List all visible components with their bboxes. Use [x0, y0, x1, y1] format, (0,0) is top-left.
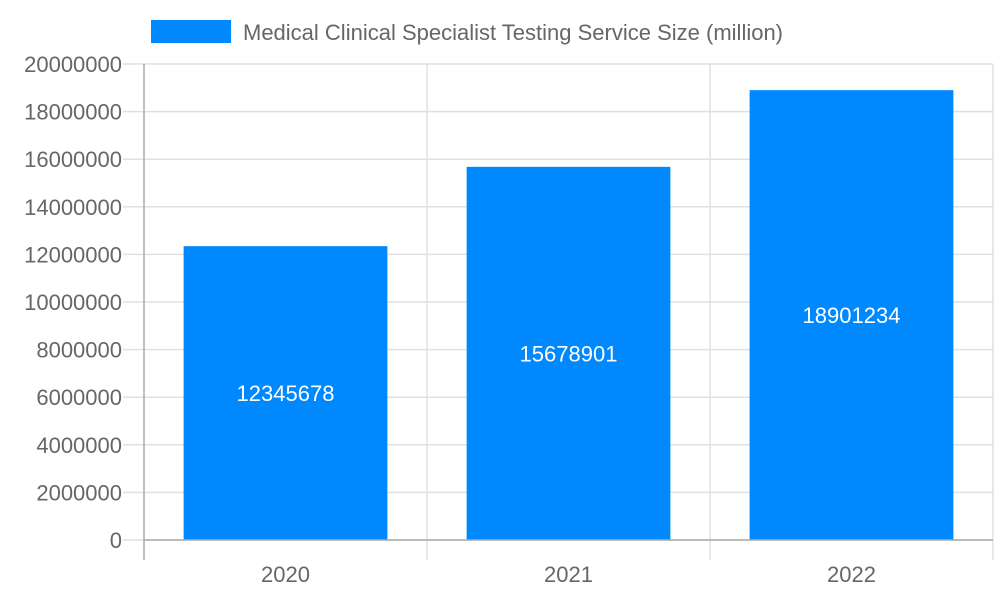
bar-2021 [466, 166, 671, 540]
y-tick-label: 12000000 [24, 242, 122, 267]
x-tick-label: 2020 [261, 562, 310, 587]
y-tick-label: 20000000 [24, 52, 122, 77]
legend-swatch [151, 20, 231, 43]
y-tick-label: 14000000 [24, 195, 122, 220]
data-label: 18901234 [803, 303, 901, 328]
axes: 0 2000000 4000000 6000000 8000000 10000000 120… [24, 52, 993, 587]
x-tick-label: 2022 [827, 562, 876, 587]
y-tick-label: 8000000 [36, 338, 122, 363]
y-tick-label: 16000000 [24, 147, 122, 172]
data-label: 12345678 [237, 381, 335, 406]
y-tick-label: 4000000 [36, 433, 122, 458]
y-tick-label: 2000000 [36, 480, 122, 505]
data-label: 15678901 [520, 341, 618, 366]
legend[interactable]: Medical Clinical Specialist Testing Serv… [151, 20, 783, 45]
y-tick-label: 0 [110, 528, 122, 553]
y-tick-label: 18000000 [24, 100, 122, 125]
x-tick-label: 2021 [544, 562, 593, 587]
bar-2020 [183, 246, 388, 541]
y-tick-label: 6000000 [36, 385, 122, 410]
y-tick-label: 10000000 [24, 290, 122, 315]
bars: 12345678 15678901 18901234 [183, 90, 954, 541]
bar-2022 [749, 90, 954, 540]
legend-label: Medical Clinical Specialist Testing Serv… [243, 20, 783, 45]
